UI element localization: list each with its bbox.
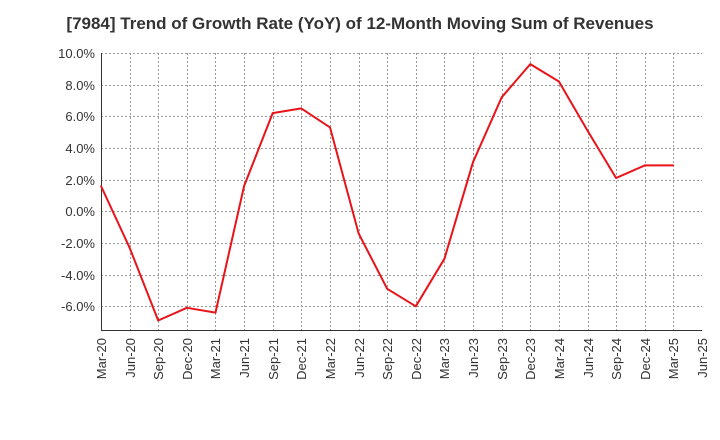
y-tick-label: 10.0% xyxy=(58,46,95,61)
x-tick-label: Dec-22 xyxy=(409,338,424,380)
data-point xyxy=(472,161,474,163)
x-tick-label: Dec-20 xyxy=(180,338,195,380)
x-tick-label: Jun-25 xyxy=(695,338,710,378)
y-tick-label: -2.0% xyxy=(61,236,95,251)
plot-area xyxy=(101,53,702,330)
series-layer xyxy=(100,63,675,322)
x-tick-label: Mar-22 xyxy=(323,338,338,379)
data-point xyxy=(386,288,389,290)
data-point xyxy=(529,63,532,65)
grid-lines xyxy=(101,53,702,330)
data-point xyxy=(558,80,560,83)
data-point xyxy=(586,129,589,132)
x-tick-label: Jun-22 xyxy=(352,338,367,378)
data-point xyxy=(128,246,131,249)
y-tick-label: 8.0% xyxy=(65,78,95,93)
chart-title: [7984] Trend of Growth Rate (YoY) of 12-… xyxy=(66,14,654,33)
x-tick-label: Jun-21 xyxy=(237,338,252,378)
y-tick-label: 0.0% xyxy=(65,204,95,219)
x-tick-label: Mar-20 xyxy=(94,338,109,379)
y-tick-label: 4.0% xyxy=(65,141,95,156)
data-point xyxy=(157,319,159,322)
y-tick-label: 6.0% xyxy=(65,109,95,124)
x-tick-label: Dec-23 xyxy=(523,338,538,380)
data-point xyxy=(243,185,245,187)
data-point xyxy=(214,311,217,314)
data-point xyxy=(100,185,102,187)
x-tick-label: Jun-23 xyxy=(466,338,481,378)
data-point xyxy=(415,305,417,308)
x-tick-label: Mar-21 xyxy=(208,338,223,379)
data-point xyxy=(644,164,646,167)
x-tick-label: Sep-21 xyxy=(266,338,281,380)
data-point xyxy=(186,307,188,309)
x-tick-label: Mar-24 xyxy=(552,338,567,379)
x-tick-label: Mar-23 xyxy=(437,338,452,379)
x-tick-label: Sep-23 xyxy=(495,338,510,380)
data-point xyxy=(672,164,675,167)
x-tick-label: Sep-24 xyxy=(609,338,624,380)
x-tick-label: Jun-20 xyxy=(123,338,138,378)
data-point xyxy=(300,107,303,110)
x-tick-label: Dec-24 xyxy=(638,338,653,380)
x-tick-label: Sep-20 xyxy=(151,338,166,380)
y-tick-label: 2.0% xyxy=(65,173,95,188)
x-tick-label: Dec-21 xyxy=(294,338,309,380)
data-point xyxy=(271,112,274,114)
y-tick-label: -4.0% xyxy=(61,268,95,283)
x-axis-tick-labels: Mar-20 Jun-20 Sep-20 Dec-20 Mar-21 Jun-21 Sep-… xyxy=(94,338,710,380)
data-point xyxy=(329,126,331,129)
axes xyxy=(101,53,702,331)
y-tick-label: -6.0% xyxy=(61,299,95,314)
data-point xyxy=(615,177,617,179)
x-tick-label: Jun-24 xyxy=(581,338,596,378)
data-point xyxy=(500,96,503,99)
x-tick-label: Mar-25 xyxy=(666,338,681,379)
y-axis-tick-labels: 10.0% 8.0% 6.0% 4.0% 2.0% 0.0% -2.0% -4.0% -6.0% xyxy=(58,46,95,314)
x-tick-label: Sep-22 xyxy=(380,338,395,380)
data-point xyxy=(443,258,446,260)
data-point xyxy=(357,232,360,235)
